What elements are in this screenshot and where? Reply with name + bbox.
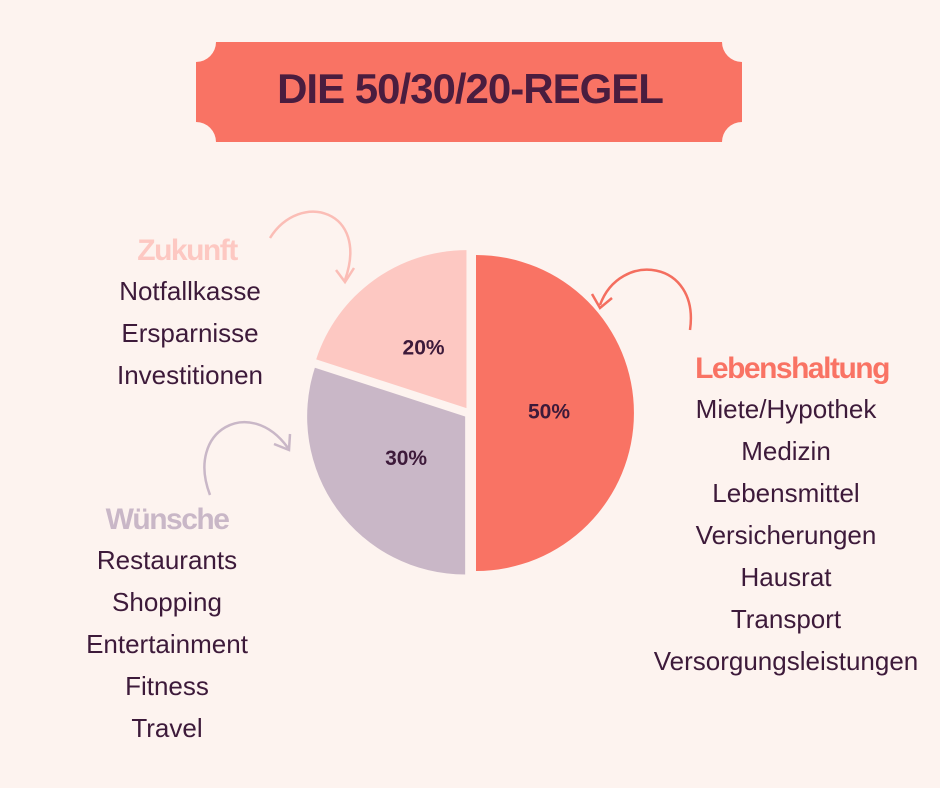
group-item: Shopping — [112, 587, 222, 617]
title-banner — [196, 42, 742, 142]
arrows — [203, 210, 693, 496]
group-item: Ersparnisse — [121, 318, 258, 348]
slice-label: 30% — [385, 447, 427, 470]
arrow-head — [273, 433, 292, 452]
group-title: Zukunft — [137, 234, 238, 267]
group-item: Investitionen — [117, 360, 263, 390]
group-item: Versicherungen — [696, 520, 877, 550]
arrow — [598, 268, 693, 331]
arrow-head — [590, 293, 613, 310]
group-item: Restaurants — [97, 545, 237, 575]
slice-label: 50% — [528, 401, 570, 424]
group-item: Fitness — [125, 671, 209, 701]
group-item: Entertainment — [86, 629, 249, 659]
group-item: Versorgungsleistungen — [654, 646, 919, 676]
group-item: Transport — [731, 604, 842, 634]
group-item: Medizin — [741, 436, 831, 466]
group-item: Lebensmittel — [712, 478, 859, 508]
chart-title: DIE 50/30/20-REGEL — [277, 65, 663, 112]
slice-label: 20% — [403, 337, 445, 360]
group-item: Notfallkasse — [119, 276, 261, 306]
group-item: Travel — [131, 713, 202, 743]
arrow-head — [335, 267, 356, 285]
group-item: Hausrat — [740, 562, 832, 592]
group-item: Miete/Hypothek — [696, 394, 878, 424]
pie-slice — [476, 255, 634, 571]
pie-slice — [316, 250, 467, 409]
arrow — [268, 210, 352, 281]
group-title: Lebenshaltung — [695, 352, 889, 385]
pie-slice — [307, 367, 466, 575]
group-title: Wünsche — [106, 503, 230, 536]
arrow — [203, 420, 290, 496]
